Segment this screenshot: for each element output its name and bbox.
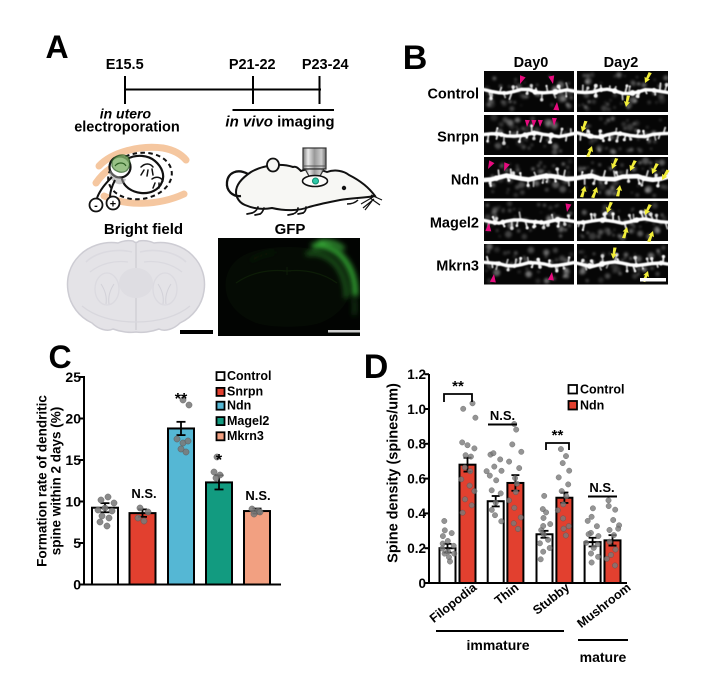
svg-text:Ndn: Ndn bbox=[580, 398, 604, 412]
svg-text:spine within 2 days (%): spine within 2 days (%) bbox=[49, 407, 64, 556]
svg-text:Mkrn3: Mkrn3 bbox=[227, 429, 264, 443]
svg-text:1.2: 1.2 bbox=[407, 367, 426, 382]
svg-text:10: 10 bbox=[65, 493, 81, 509]
svg-text:N.S.: N.S. bbox=[490, 408, 515, 423]
svg-text:D: D bbox=[364, 348, 389, 386]
svg-text:0: 0 bbox=[418, 576, 426, 591]
svg-text:0.4: 0.4 bbox=[407, 506, 426, 521]
svg-text:Control: Control bbox=[580, 382, 624, 396]
svg-text:N.S.: N.S. bbox=[589, 480, 614, 495]
svg-text:Day0: Day0 bbox=[514, 55, 549, 71]
svg-text:Ndn: Ndn bbox=[227, 399, 251, 413]
svg-text:P23-24: P23-24 bbox=[302, 57, 349, 73]
svg-text:0.8: 0.8 bbox=[407, 437, 426, 452]
svg-text:0.6: 0.6 bbox=[407, 471, 426, 486]
svg-text:N.S.: N.S. bbox=[131, 486, 156, 501]
svg-text:Control: Control bbox=[227, 369, 271, 383]
svg-text:Magel2: Magel2 bbox=[227, 414, 269, 428]
svg-text:mature: mature bbox=[580, 649, 627, 665]
svg-text:15: 15 bbox=[65, 452, 81, 468]
svg-text:Control: Control bbox=[427, 87, 479, 103]
svg-text:-: - bbox=[94, 200, 98, 212]
svg-text:Spine density (spines/um): Spine density (spines/um) bbox=[386, 383, 402, 563]
svg-text:C: C bbox=[48, 339, 71, 375]
svg-text:Snrpn: Snrpn bbox=[437, 130, 479, 146]
svg-text:Formation rate of dendritic: Formation rate of dendritic bbox=[35, 395, 50, 567]
svg-text:0.2: 0.2 bbox=[407, 541, 426, 556]
svg-text:*: * bbox=[216, 452, 223, 469]
svg-text:GFP: GFP bbox=[275, 221, 306, 238]
svg-text:E15.5: E15.5 bbox=[106, 57, 144, 73]
svg-text:immature: immature bbox=[466, 637, 529, 653]
svg-text:5: 5 bbox=[73, 535, 81, 551]
svg-text:20: 20 bbox=[65, 410, 81, 426]
svg-text:P21-22: P21-22 bbox=[229, 57, 276, 73]
svg-text:Bright field: Bright field bbox=[104, 221, 183, 238]
svg-text:B: B bbox=[403, 39, 428, 77]
svg-text:A: A bbox=[45, 29, 68, 65]
svg-text:+: + bbox=[110, 199, 116, 211]
svg-text:0: 0 bbox=[73, 576, 81, 592]
svg-text:Mkrn3: Mkrn3 bbox=[436, 259, 479, 275]
svg-text:in vivo imaging: in vivo imaging bbox=[225, 114, 334, 131]
svg-text:1.0: 1.0 bbox=[407, 402, 426, 417]
svg-text:**: ** bbox=[452, 378, 464, 395]
svg-text:**: ** bbox=[552, 427, 564, 444]
svg-text:electroporation: electroporation bbox=[74, 120, 180, 136]
svg-text:Ndn: Ndn bbox=[451, 173, 479, 189]
svg-text:in utero: in utero bbox=[100, 106, 152, 122]
svg-text:Magel2: Magel2 bbox=[430, 216, 479, 232]
svg-text:25: 25 bbox=[65, 369, 81, 385]
svg-text:**: ** bbox=[175, 391, 188, 408]
svg-text:Snrpn: Snrpn bbox=[227, 385, 263, 399]
svg-text:N.S.: N.S. bbox=[245, 488, 270, 503]
svg-text:Day2: Day2 bbox=[604, 55, 639, 71]
